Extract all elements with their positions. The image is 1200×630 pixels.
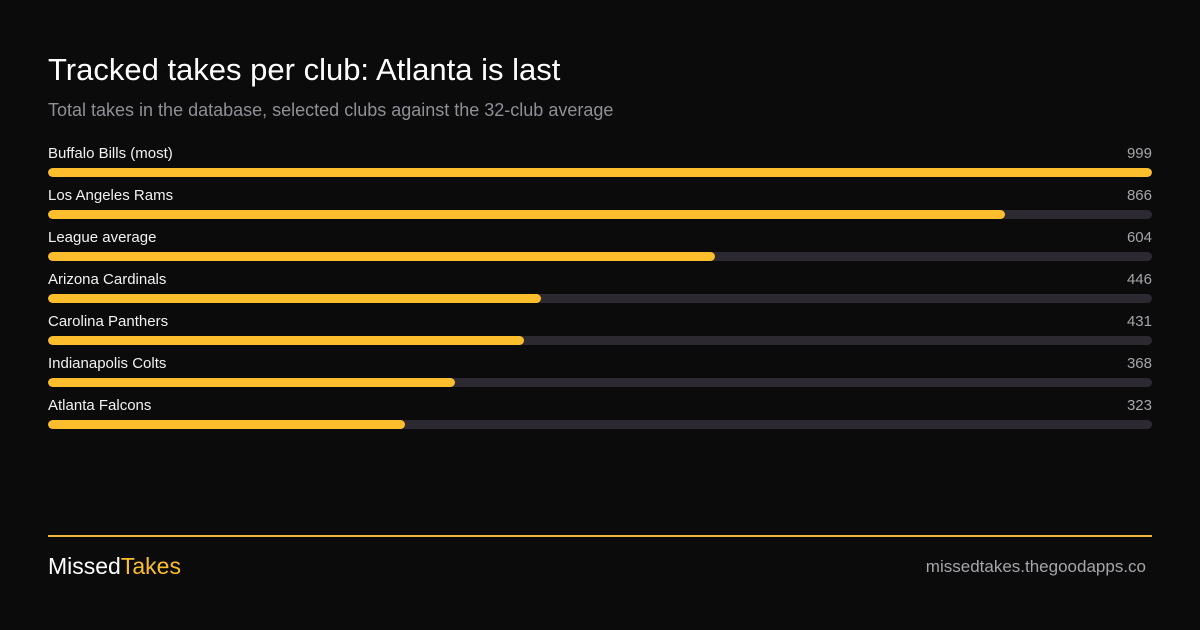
site-url: missedtakes.thegoodapps.co <box>925 557 1146 576</box>
brand-logo-part1: Missed <box>48 553 121 579</box>
bar <box>48 294 541 303</box>
bar-value-label: 368 <box>1126 355 1152 372</box>
bar-row: Los Angeles Rams 866 <box>48 186 1152 228</box>
bar-value-label: 323 <box>1126 397 1152 414</box>
bar-label: Los Angeles Rams <box>48 187 174 204</box>
bar-track <box>48 252 1152 261</box>
bar-row: Arizona Cardinals 446 <box>48 270 1152 312</box>
bar-row: Buffalo Bills (most) 999 <box>48 144 1152 186</box>
brand-logo-part2: Takes <box>120 553 181 579</box>
bar-label: League average <box>48 229 157 246</box>
bar-label: Carolina Panthers <box>48 313 169 330</box>
brand-logo: MissedTakes <box>48 553 181 580</box>
bar-label: Arizona Cardinals <box>48 271 167 288</box>
bar-track <box>48 210 1152 219</box>
bar <box>48 210 1005 219</box>
bar-label: Atlanta Falcons <box>48 397 152 414</box>
bar-track <box>48 378 1152 387</box>
bar-row: Carolina Panthers 431 <box>48 312 1152 354</box>
bar-track <box>48 168 1152 177</box>
bar-track <box>48 420 1152 429</box>
bar <box>48 252 715 261</box>
bar-value-label: 431 <box>1126 313 1152 330</box>
bar <box>48 420 405 429</box>
bar-row: Indianapolis Colts 368 <box>48 354 1152 396</box>
bar-track <box>48 294 1152 303</box>
chart-subtitle: Total takes in the database, selected cl… <box>48 100 614 120</box>
bar-value-label: 999 <box>1126 145 1152 162</box>
bar-row: League average 604 <box>48 228 1152 270</box>
bar-value-label: 604 <box>1126 229 1152 246</box>
bar-value-label: 446 <box>1126 271 1152 288</box>
bar-row: Atlanta Falcons 323 <box>48 396 1152 438</box>
chart-title: Tracked takes per club: Atlanta is last <box>48 52 561 87</box>
bar <box>48 378 455 387</box>
bar <box>48 336 524 345</box>
bar-track <box>48 336 1152 345</box>
footer-divider <box>48 535 1152 537</box>
bar-label: Indianapolis Colts <box>48 355 167 372</box>
bar-rows: Buffalo Bills (most) 999 Los Angeles Rams 8… <box>48 144 1152 438</box>
bar-label: Buffalo Bills (most) <box>48 145 173 162</box>
bar <box>48 168 1152 177</box>
bar-value-label: 866 <box>1126 187 1152 204</box>
